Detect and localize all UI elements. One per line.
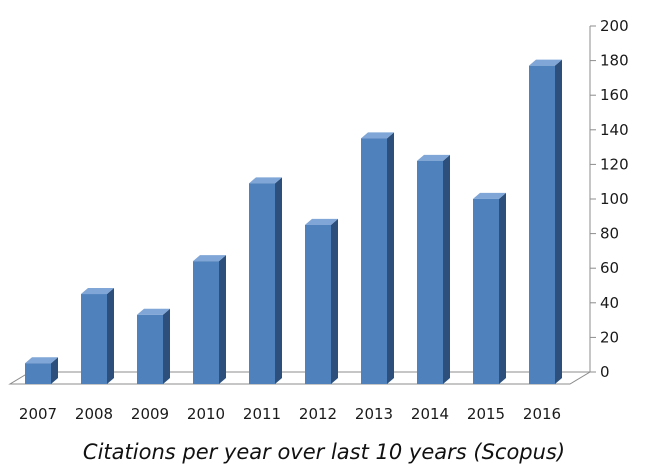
chart-tick-labels: 0 20 40 60 80 100 120 140 160 180 200 2007 2008 2009 2… — [19, 17, 629, 423]
bar-top-face — [305, 218, 338, 225]
bar-side-face — [555, 59, 562, 385]
bar-2011 — [249, 177, 282, 384]
bar-2010 — [193, 255, 226, 384]
y-tick-label: 20 — [600, 328, 619, 346]
y-tick-label: 200 — [600, 17, 629, 35]
bar-front-face — [81, 294, 107, 384]
bar-front-face — [25, 363, 51, 384]
bar-front-face — [473, 198, 499, 384]
x-tick-label: 2007 — [19, 405, 57, 423]
bar-front-face — [193, 261, 219, 384]
bar-top-face — [81, 288, 114, 295]
chart-floor — [8, 371, 592, 385]
chart-title: Citations per year over last 10 years (S… — [83, 440, 565, 464]
bar-side-face — [219, 255, 226, 384]
bar-side-face — [499, 192, 506, 384]
x-tick-label: 2010 — [187, 405, 225, 423]
bar-front-face — [417, 160, 443, 384]
bar-side-face — [51, 357, 58, 384]
chart-bars — [25, 59, 562, 385]
y-tick-label: 60 — [600, 259, 619, 277]
chart-axes — [8, 25, 596, 385]
y-tick-label: 100 — [600, 190, 629, 208]
x-tick-label: 2009 — [131, 405, 169, 423]
bar-side-face — [163, 308, 170, 384]
y-tick-label: 180 — [600, 52, 629, 70]
bar-front-face — [305, 224, 331, 384]
y-tick-label: 40 — [600, 294, 619, 312]
bar-top-face — [137, 308, 170, 315]
y-tick-label: 0 — [600, 363, 610, 381]
bar-side-face — [387, 132, 394, 384]
bar-side-face — [331, 218, 338, 384]
y-tick-label: 140 — [600, 121, 629, 139]
bar-top-face — [249, 177, 282, 184]
bar-side-face — [443, 154, 450, 384]
bar-front-face — [361, 138, 387, 384]
x-tick-label: 2008 — [75, 405, 113, 423]
bar-front-face — [249, 183, 275, 384]
bar-front-face — [137, 314, 163, 384]
y-tick-label: 160 — [600, 86, 629, 104]
bar-side-face — [107, 288, 114, 384]
x-tick-label: 2012 — [299, 405, 337, 423]
x-tick-label: 2014 — [411, 405, 449, 423]
bar-2009 — [137, 308, 170, 384]
bar-top-face — [529, 59, 562, 66]
y-tick-label: 120 — [600, 155, 629, 173]
bar-front-face — [529, 65, 555, 385]
x-tick-label: 2011 — [243, 405, 281, 423]
bar-2012 — [305, 218, 338, 384]
bar-2015 — [473, 192, 506, 384]
bar-2007 — [25, 357, 58, 384]
bar-top-face — [473, 192, 506, 199]
bar-top-face — [361, 132, 394, 139]
x-tick-label: 2015 — [467, 405, 505, 423]
bar-top-face — [193, 255, 226, 262]
x-tick-label: 2013 — [355, 405, 393, 423]
bar-top-face — [417, 154, 450, 161]
bar-2014 — [417, 154, 450, 384]
bar-top-face — [25, 357, 58, 364]
y-tick-label: 80 — [600, 225, 619, 243]
bar-2013 — [361, 132, 394, 384]
bar-side-face — [275, 177, 282, 384]
bar-2016 — [529, 59, 562, 385]
x-tick-label: 2016 — [523, 405, 561, 423]
bar-2008 — [81, 288, 114, 384]
